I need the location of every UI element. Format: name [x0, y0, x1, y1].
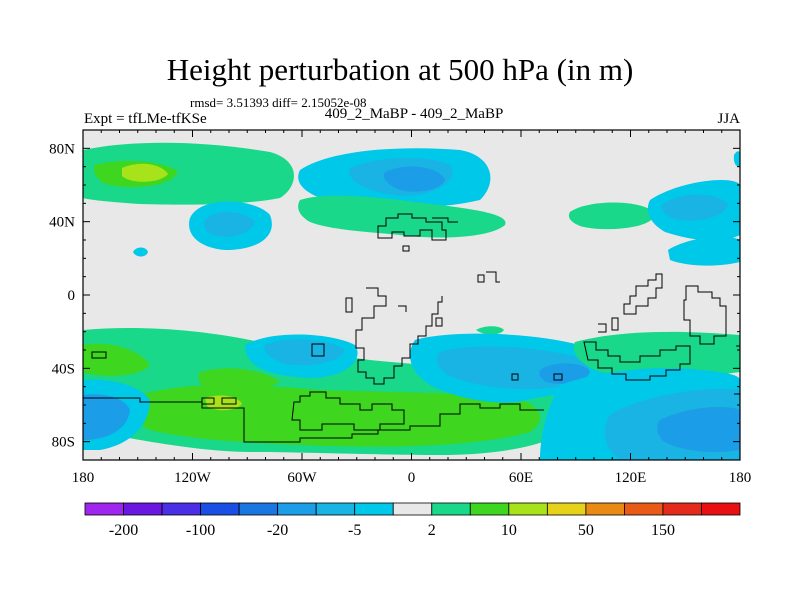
- coastline: [201, 397, 215, 405]
- coastline: [311, 343, 325, 357]
- coastline: [553, 373, 563, 381]
- colorbar-swatch: [354, 502, 394, 516]
- contour-region: [83, 142, 294, 205]
- colorbar-label: 10: [501, 522, 517, 539]
- contour-fields: [83, 130, 740, 460]
- coastline: [477, 274, 485, 283]
- y-tick-label: 40N: [49, 215, 75, 231]
- colorbar-swatch: [469, 502, 510, 516]
- colorbar: -200 -100 -20 -5 2 10 50 150: [84, 502, 741, 539]
- colorbar-swatch: [200, 502, 240, 516]
- coastline: [623, 273, 663, 315]
- x-tick-label: 120W: [174, 470, 212, 486]
- stats-subtitle: rmsd= 3.51393 diff= 2.15052e-08: [190, 95, 367, 110]
- coastline: [355, 287, 443, 385]
- coastline: [398, 305, 407, 312]
- colorbar-label: 2: [428, 522, 436, 539]
- coastline: [683, 285, 727, 345]
- coastline: [377, 213, 447, 241]
- colorbar-label: 150: [651, 522, 675, 539]
- x-tick-label: 60E: [509, 470, 533, 486]
- contour-region: [264, 339, 345, 366]
- contour-region: [122, 163, 168, 182]
- contour-region: [476, 326, 504, 335]
- contour-region: [204, 211, 255, 237]
- coastline: [221, 397, 237, 405]
- x-tick-label: 120E: [615, 470, 647, 486]
- axes: 180 120W 60W 0 60E 120E 180 80N 40N 0 40S 80S: [49, 129, 752, 486]
- contour-region: [133, 247, 148, 257]
- season-label: JJA: [717, 111, 740, 127]
- y-tick-label: 40S: [52, 361, 75, 377]
- colorbar-swatch: [546, 502, 587, 516]
- colorbar-swatch: [238, 502, 279, 516]
- contour-region: [568, 202, 655, 230]
- contour-region: [661, 194, 728, 221]
- coastline: [486, 271, 500, 283]
- coastlines: [83, 213, 740, 443]
- x-tick-label: 0: [408, 470, 416, 486]
- contour-region: [298, 195, 506, 238]
- x-tick-label: 180: [729, 470, 752, 486]
- colorbar-label: -5: [348, 522, 361, 539]
- colorbar-swatch: [662, 502, 702, 516]
- colorbar-swatch: [315, 502, 356, 516]
- contour-region: [668, 236, 740, 266]
- coastline: [583, 341, 691, 381]
- x-tick-label: 180: [72, 470, 95, 486]
- chart-title: Height perturbation at 500 hPa (in m): [166, 52, 634, 87]
- coastline: [736, 345, 740, 352]
- colorbar-swatch: [585, 502, 625, 516]
- coastline: [611, 317, 619, 331]
- coastline: [83, 397, 544, 443]
- coastline: [402, 245, 410, 252]
- colorbar-swatch: [508, 502, 548, 516]
- colorbar-label: -200: [109, 522, 138, 539]
- contour-region: [383, 166, 445, 192]
- contour-region: [539, 363, 590, 384]
- y-tick-label: 0: [68, 288, 76, 304]
- colorbar-swatch: [123, 502, 163, 516]
- coastline: [291, 391, 405, 431]
- colorbar-label: 50: [578, 522, 594, 539]
- coastline: [91, 351, 107, 359]
- colorbar-label: -20: [267, 522, 288, 539]
- case-label: 409_2_MaBP - 409_2_MaBP: [324, 106, 504, 122]
- contour-region: [657, 407, 740, 452]
- coastline: [432, 217, 458, 223]
- experiment-label: Expt = tfLMe-tfKSe: [84, 111, 207, 127]
- contour-region: [573, 331, 740, 377]
- colorbar-swatch: [277, 502, 317, 516]
- colorbar-swatch: [161, 502, 201, 516]
- coastline: [598, 323, 607, 333]
- colorbar-swatch: [431, 502, 471, 516]
- y-tick-label: 80S: [52, 435, 75, 451]
- colorbar-swatch: [84, 502, 124, 516]
- coastline: [435, 317, 443, 327]
- coastline: [511, 373, 519, 381]
- coastline: [345, 297, 353, 313]
- contour-region: [83, 394, 130, 440]
- y-tick-label: 80N: [49, 141, 75, 157]
- x-tick-label: 60W: [287, 470, 317, 486]
- colorbar-swatch: [624, 502, 664, 516]
- colorbar-label: -100: [186, 522, 215, 539]
- colorbar-swatch: [392, 502, 433, 516]
- colorbar-swatch: [701, 502, 741, 516]
- contour-region: [733, 151, 740, 167]
